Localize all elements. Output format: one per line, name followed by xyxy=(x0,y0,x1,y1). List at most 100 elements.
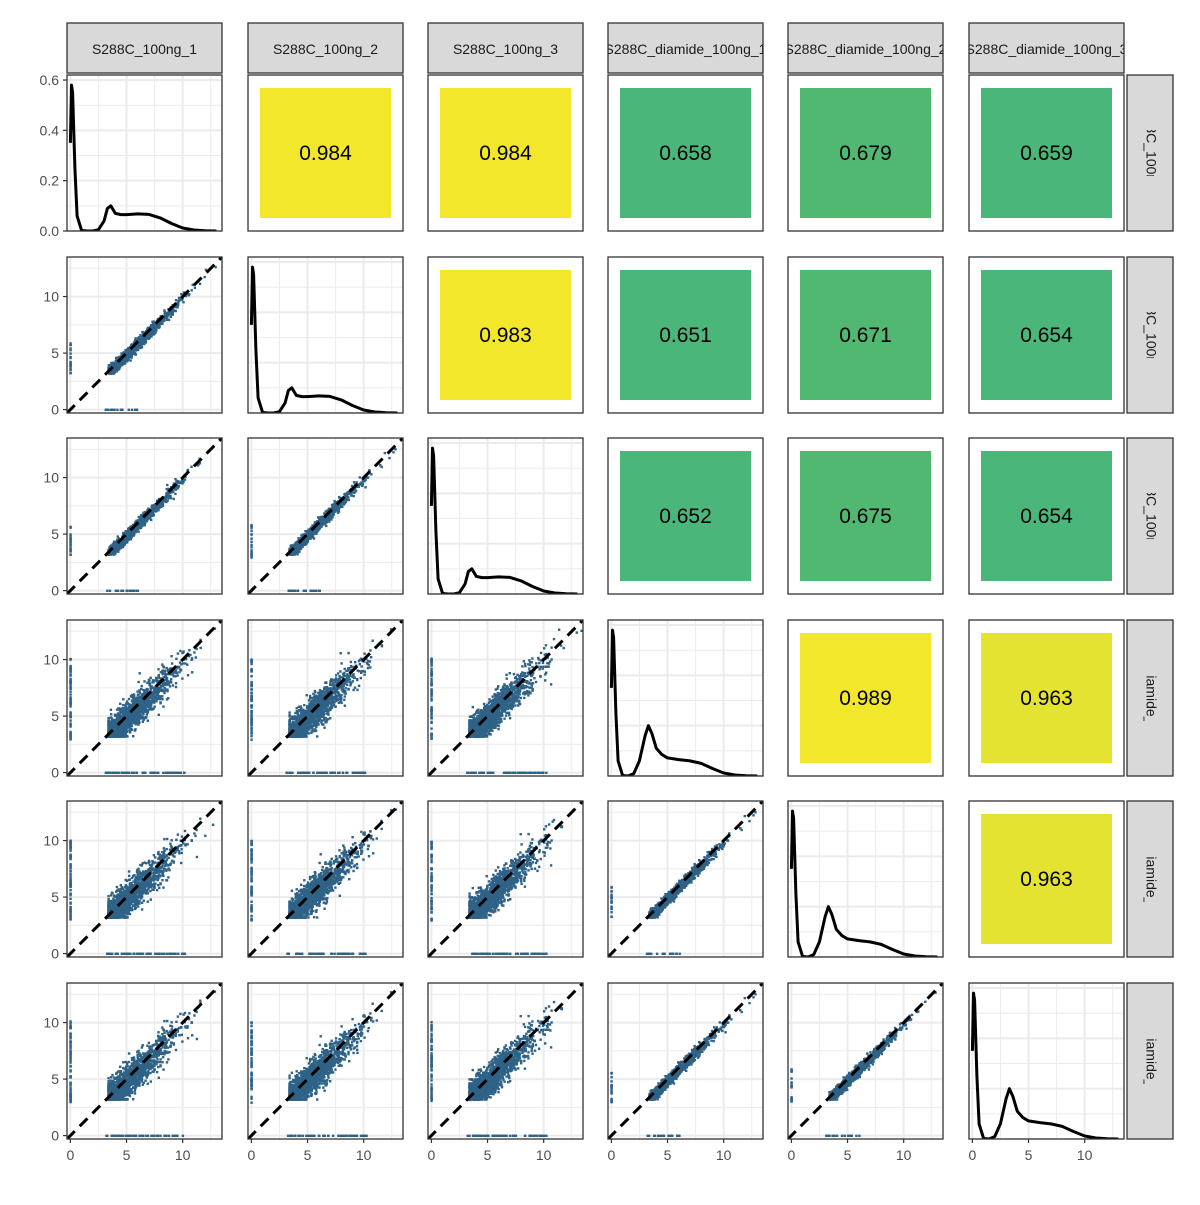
col-strip-box xyxy=(787,22,944,74)
panel-content: 0.675 xyxy=(800,451,931,581)
scatter-point xyxy=(118,548,121,551)
scatter-point xyxy=(117,362,121,365)
scatter-point xyxy=(117,550,120,553)
scatter-point xyxy=(177,300,180,303)
scatter-point-zero-y xyxy=(318,589,321,593)
scatter-point xyxy=(112,546,116,549)
scatter-point xyxy=(161,698,164,701)
scatter-point-zero-y xyxy=(116,408,119,412)
panel-border xyxy=(607,437,764,595)
col-strip-6: S288C_diamide_100ng_3 xyxy=(968,22,1125,74)
scatter-point xyxy=(126,353,129,357)
scatter-point xyxy=(161,502,165,505)
scatter-point xyxy=(291,551,294,554)
scatter-point xyxy=(159,320,163,323)
scatter-point xyxy=(318,517,321,521)
scatter-point xyxy=(115,367,118,371)
panel-r1-c5: 0.679 xyxy=(787,74,944,232)
scatter-point xyxy=(304,542,308,546)
scatter-point xyxy=(142,335,145,339)
row-strip-3: S288C_100ng_3 xyxy=(1126,437,1174,595)
scatter-point xyxy=(326,518,329,521)
scatter-point xyxy=(130,344,133,347)
col-strip-box xyxy=(607,22,764,74)
scatter-point xyxy=(147,515,150,518)
correlation-label: 0.651 xyxy=(659,324,712,347)
scatter-point xyxy=(295,541,298,544)
correlation-label: 0.658 xyxy=(659,142,712,165)
scatter-point xyxy=(147,337,150,340)
scatter-point xyxy=(151,333,154,336)
scatter-point xyxy=(350,484,354,488)
scatter-point-zero-y xyxy=(120,589,123,593)
col-strip-4: S288C_diamide_100ng_1 xyxy=(607,22,764,74)
scatter-point-zero-x xyxy=(250,526,253,529)
density-curve xyxy=(249,265,398,413)
scatter-point xyxy=(157,509,160,512)
scatter-point xyxy=(132,349,135,352)
scatter-point xyxy=(175,657,178,660)
scatter-point xyxy=(151,320,154,323)
row-strip-box xyxy=(1126,619,1174,777)
scatter-point xyxy=(388,456,391,460)
scatter-point xyxy=(160,500,163,503)
scatter-point xyxy=(173,305,177,309)
scatter-point xyxy=(312,529,316,533)
scatter-point xyxy=(142,337,145,341)
scatter-point xyxy=(337,510,341,513)
col-strip-5: S288C_diamide_100ng_2 xyxy=(787,22,944,74)
panel-content: 0.671 xyxy=(800,270,931,400)
panel-content xyxy=(428,438,583,594)
scatter-point xyxy=(296,546,300,550)
scatter-point xyxy=(145,520,148,523)
scatter-point xyxy=(198,282,202,286)
scatter-point xyxy=(181,482,184,485)
scatter-point xyxy=(132,534,135,537)
correlation-label: 0.984 xyxy=(479,142,532,165)
scatter-point xyxy=(110,361,113,365)
scatter-point xyxy=(164,498,167,502)
scatter-point-zero-x xyxy=(250,556,253,559)
scatter-point xyxy=(314,531,318,534)
panel-content: 0.679 xyxy=(800,88,931,218)
panel-r2-c1 xyxy=(66,256,223,414)
scatter-point xyxy=(134,337,137,340)
scatter-point-zero-y xyxy=(314,589,317,593)
scatter-point xyxy=(333,501,337,505)
scatter-point xyxy=(152,513,155,517)
correlation-tile xyxy=(800,270,931,400)
correlation-tile xyxy=(981,270,1112,400)
scatter-point xyxy=(177,303,180,307)
scatter-point xyxy=(122,532,126,535)
scatter-point xyxy=(138,689,141,692)
scatter-point-zero-y xyxy=(111,408,115,412)
scatter-point xyxy=(140,341,143,344)
scatter-point xyxy=(136,347,139,350)
col-strip-label: S288C_100ng_3 xyxy=(453,41,558,57)
scatter-point xyxy=(112,553,116,556)
row-strip-label: S288C_100ng_2 xyxy=(1143,282,1159,387)
scatter-point xyxy=(364,486,367,489)
scatter-point-zero-x xyxy=(69,553,72,556)
scatter-point xyxy=(107,366,110,369)
scatter-point-zero-y xyxy=(304,589,307,593)
scatter-point xyxy=(137,338,140,341)
scatter-point-zero-x xyxy=(69,541,72,545)
scatter-point xyxy=(112,362,115,365)
scatter-point xyxy=(133,351,137,355)
scatter-point xyxy=(166,312,169,316)
scatter-point xyxy=(147,333,151,336)
scatter-point xyxy=(117,707,120,710)
scatter-point xyxy=(329,516,332,519)
panel-border xyxy=(427,74,584,232)
scatter-point xyxy=(136,690,139,693)
scatter-point xyxy=(352,481,356,484)
scatter-point-zero-y xyxy=(135,408,138,412)
scatter-point xyxy=(350,491,353,494)
scatter-point xyxy=(174,669,178,672)
scatter-point xyxy=(140,520,143,524)
scatter-point xyxy=(141,524,144,528)
scatter-point xyxy=(124,358,127,361)
scatter-point xyxy=(383,451,386,455)
scatter-point xyxy=(157,502,161,506)
